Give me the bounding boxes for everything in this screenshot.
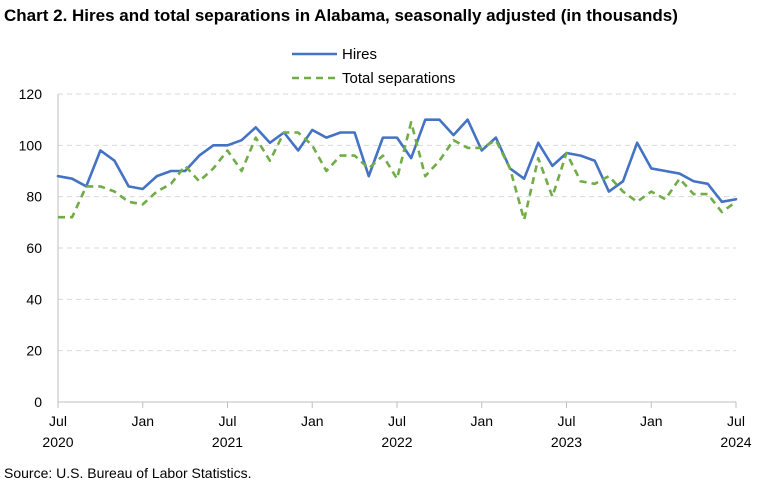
x-year-label-2023: 2023: [551, 434, 582, 450]
x-tick-label-2021-01: Jan: [131, 413, 154, 429]
x-tick-label-2022-01: Jan: [301, 413, 324, 429]
axes: 0 20 40 60 80 100 120 Jul 2020 Jan Jul 2021 Jan Jul 20…: [19, 86, 752, 450]
source-note: Source: U.S. Bureau of Labor Statistics.: [4, 465, 252, 481]
y-tick-label-20: 20: [26, 343, 42, 359]
y-tick-label-100: 100: [19, 137, 43, 153]
series-lines: [56, 118, 738, 222]
x-year-label-2021: 2021: [212, 434, 243, 450]
legend: Hires Total separations: [292, 46, 455, 87]
x-year-label-2024: 2024: [720, 434, 751, 450]
series-line-hires: [56, 118, 738, 204]
x-year-label-2022: 2022: [381, 434, 412, 450]
gridlines: [58, 93, 736, 352]
legend-label-total-separations: Total separations: [342, 70, 455, 87]
y-tick-label-40: 40: [26, 291, 42, 307]
x-tick-label-2023-01: Jan: [470, 413, 493, 429]
x-tick-label-2021-07: Jul: [219, 413, 237, 429]
x-year-label-2020: 2020: [42, 434, 73, 450]
y-tick-label-0: 0: [34, 394, 42, 410]
x-tick-label-2023-07: Jul: [558, 413, 576, 429]
y-tick-label-80: 80: [26, 189, 42, 205]
series-line-total-separations: [58, 120, 737, 222]
legend-label-hires: Hires: [342, 46, 377, 63]
x-tick-label-2020-07: Jul: [49, 413, 67, 429]
x-tick-label-2024-07: Jul: [727, 413, 745, 429]
x-tick-label-2024-01: Jan: [640, 413, 663, 429]
y-tick-label-60: 60: [26, 240, 42, 256]
chart-title: Chart 2. Hires and total separations in …: [4, 6, 678, 25]
y-tick-label-120: 120: [19, 86, 43, 102]
x-tick-label-2022-07: Jul: [388, 413, 406, 429]
